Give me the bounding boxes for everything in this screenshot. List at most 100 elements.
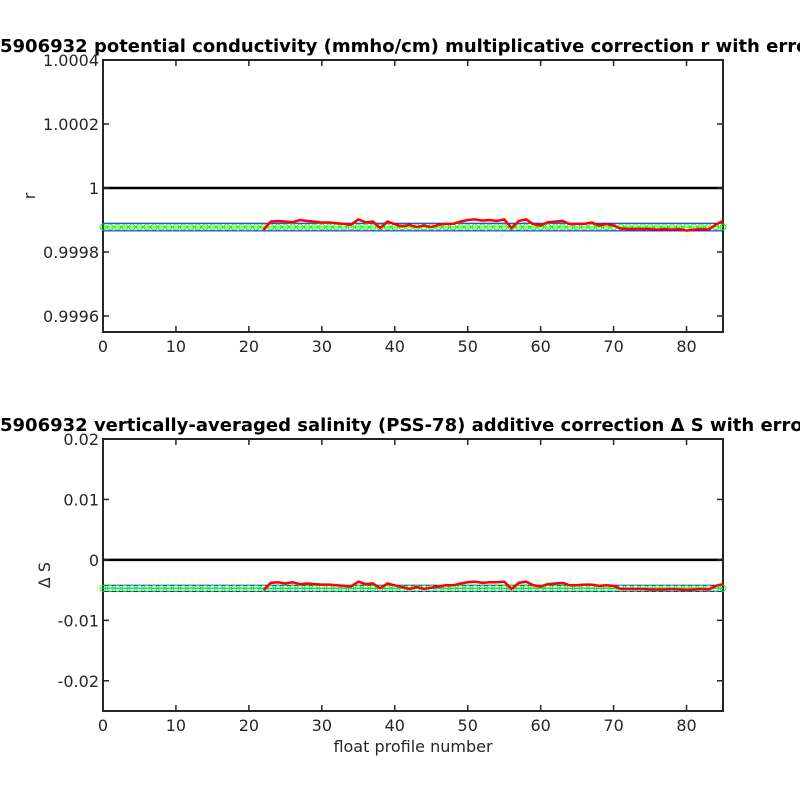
data-point [289, 584, 297, 592]
x-tick-label: 50 [458, 716, 478, 735]
x-tick-label: 20 [239, 716, 259, 735]
data-point [325, 223, 333, 231]
data-point [179, 584, 187, 592]
data-point [157, 223, 165, 231]
data-point [106, 223, 114, 231]
data-point [114, 223, 122, 231]
x-tick-label: 80 [676, 716, 696, 735]
x-tick-label: 10 [166, 337, 186, 356]
data-point [216, 223, 224, 231]
data-point [500, 584, 508, 592]
data-point [544, 223, 552, 231]
x-tick-label: 60 [530, 716, 550, 735]
data-point [165, 223, 173, 231]
data-point [143, 223, 151, 231]
data-point [486, 223, 494, 231]
data-point [165, 584, 173, 592]
data-point [456, 223, 464, 231]
data-point [99, 223, 107, 231]
data-point [128, 584, 136, 592]
axes-frame [102, 438, 724, 712]
x-tick-label: 0 [98, 716, 108, 735]
data-point [376, 584, 384, 592]
data-point [464, 584, 472, 592]
data-point [311, 223, 319, 231]
chart-title: 5906932 vertically-averaged salinity (PS… [0, 415, 800, 436]
data-point [128, 223, 136, 231]
y-tick-label: 1 [89, 179, 99, 198]
data-point [471, 223, 479, 231]
chart-title: 5906932 potential conductivity (mmho/cm)… [0, 36, 800, 57]
data-point [471, 584, 479, 592]
x-tick-label: 40 [385, 716, 405, 735]
data-point [456, 584, 464, 592]
x-tick-label: 30 [312, 716, 332, 735]
y-tick-label: 0.9998 [43, 243, 99, 262]
y-axis-label: Δ S [35, 562, 54, 588]
data-point [201, 584, 209, 592]
data-point [187, 223, 195, 231]
data-point [551, 584, 559, 592]
y-tick-label: -0.01 [58, 611, 99, 630]
data-point [208, 223, 216, 231]
y-tick-label: 0 [89, 551, 99, 570]
data-point [362, 223, 370, 231]
axes-frame [102, 59, 724, 333]
data-point [187, 584, 195, 592]
x-tick-label: 40 [385, 337, 405, 356]
y-axis-label: r [20, 192, 39, 199]
data-point [245, 584, 253, 592]
data-point [478, 223, 486, 231]
data-point [507, 584, 515, 592]
data-point [303, 584, 311, 592]
x-tick-label: 60 [530, 337, 550, 356]
data-point [216, 584, 224, 592]
x-tick-label: 50 [458, 337, 478, 356]
data-point [354, 223, 362, 231]
data-point [369, 223, 377, 231]
data-point [274, 223, 282, 231]
x-tick-label: 70 [603, 337, 623, 356]
data-point [493, 223, 501, 231]
data-point [194, 584, 202, 592]
data-point [551, 223, 559, 231]
data-point [369, 584, 377, 592]
data-point [281, 584, 289, 592]
data-point [238, 223, 246, 231]
data-point [230, 223, 238, 231]
x-tick-label: 30 [312, 337, 332, 356]
plot-area: 0 10 20 30 40 50 60 70 80 -0.02 -0.01 0 0.01 0.02 [58, 430, 727, 735]
data-point [99, 584, 107, 592]
data-point [135, 223, 143, 231]
data-point [252, 584, 260, 592]
data-point [719, 223, 727, 231]
data-point [230, 584, 238, 592]
data-point [150, 584, 158, 592]
data-point [559, 584, 567, 592]
data-point [486, 584, 494, 592]
data-point [464, 223, 472, 231]
data-point [281, 223, 289, 231]
data-point [150, 223, 158, 231]
data-point [383, 223, 391, 231]
data-point [588, 223, 596, 231]
x-tick-label: 10 [166, 716, 186, 735]
data-point [522, 223, 530, 231]
data-point [296, 223, 304, 231]
data-point [157, 584, 165, 592]
data-point [208, 584, 216, 592]
data-point [500, 223, 508, 231]
data-point [595, 223, 603, 231]
y-tick-label: 0.02 [63, 430, 99, 449]
data-point [267, 584, 275, 592]
data-point [515, 223, 523, 231]
data-point [121, 584, 129, 592]
data-point [135, 584, 143, 592]
data-point [106, 584, 114, 592]
data-point [303, 223, 311, 231]
conductivity-correction-panel: 5906932 potential conductivity (mmho/cm)… [0, 36, 800, 356]
y-tick-label: 1.0002 [43, 115, 99, 134]
y-tick-label: 0.9996 [43, 307, 99, 326]
x-axis-label: float profile number [333, 737, 493, 756]
